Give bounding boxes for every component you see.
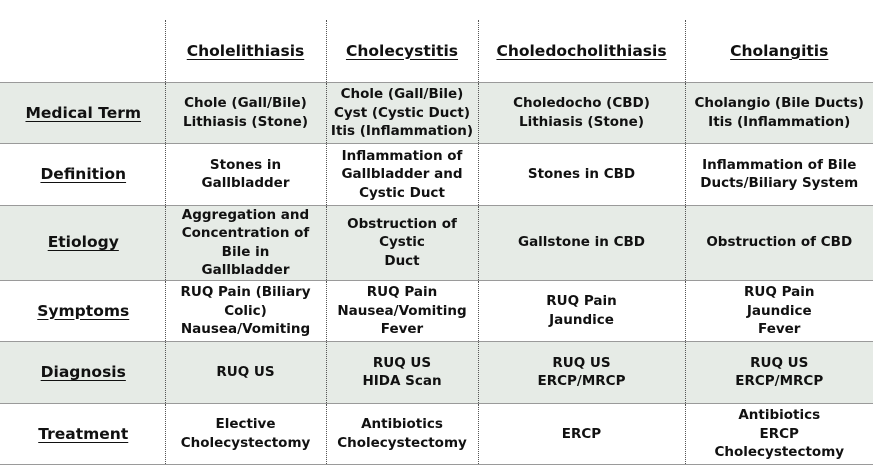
cell-line: RUQ US	[372, 354, 432, 371]
table-cell: Cholangio (Bile Ducts) Itis (Inflammatio…	[685, 82, 873, 144]
table-header: Cholelithiasis Cholecystitis Choledochol…	[0, 20, 873, 83]
cell-line: ERCP/MRCP	[537, 373, 626, 390]
table-cell: Stones in CBD	[478, 143, 686, 205]
table-cell: Obstruction of CBD	[685, 204, 873, 280]
cell-line: Stones in CBD	[527, 166, 636, 182]
cell-line: RUQ US	[552, 354, 611, 371]
table-row-medical-term: Medical Term Chole (Gall/Bile) Lithiasis…	[0, 82, 873, 144]
cell-line: Choledocho (CBD)	[513, 95, 650, 112]
cell-line: Antibiotics	[361, 416, 443, 433]
table-cell: Inflammation of Bile Ducts/Biliary Syste…	[685, 143, 873, 205]
cell-line: Cholecystectomy	[180, 434, 311, 451]
cell-line: Antibiotics	[738, 407, 821, 423]
cell-line: HIDA Scan	[362, 373, 442, 390]
cell-line: Cholecystectomy	[714, 444, 845, 460]
cell-line: Fever	[380, 321, 424, 337]
table-body: Medical Term Chole (Gall/Bile) Lithiasis…	[0, 82, 873, 465]
table-cell: RUQ US ERCP/MRCP	[685, 341, 873, 403]
row-label: Etiology	[0, 204, 166, 280]
table-cell: RUQ Pain Nausea/Vomiting Fever	[326, 279, 479, 342]
cell-line: RUQ Pain	[744, 284, 815, 300]
cell-line: Lithiasis (Stone)	[183, 113, 308, 130]
cell-line: Gallbladder	[201, 262, 290, 278]
cell-line: Itis (Inflammation)	[708, 113, 851, 130]
cell-line: ERCP	[759, 425, 799, 442]
table-cell: Antibiotics Cholecystectomy	[326, 402, 479, 465]
cell-line: Cholecystectomy	[337, 434, 467, 451]
cell-line: Jaundice	[746, 302, 812, 319]
row-label: Treatment	[0, 402, 166, 465]
row-label: Definition	[0, 143, 166, 205]
cell-line: RUQ US	[750, 354, 809, 371]
cell-line: Gallstone in CBD	[517, 234, 646, 251]
cell-line: ERCP	[561, 425, 602, 442]
cell-line: RUQ US	[216, 364, 275, 380]
cell-line: Gallbladder and	[341, 166, 463, 182]
comparison-table: Cholelithiasis Cholecystitis Choledochol…	[0, 20, 873, 465]
table-cell: RUQ US HIDA Scan	[326, 341, 479, 403]
header-cholelithiasis: Cholelithiasis	[165, 20, 327, 83]
cell-line: RUQ Pain	[546, 293, 617, 310]
table-row-treatment: Treatment Elective Cholecystectomy Antib…	[0, 402, 873, 465]
cell-line: Chole (Gall/Bile)	[340, 86, 464, 102]
table-row-definition: Definition Stones in Gallbladder Inflamm…	[0, 143, 873, 205]
cell-line: Nausea/Vomiting	[337, 302, 467, 319]
header-choledocholithiasis: Choledocholithiasis	[478, 20, 686, 83]
cell-line: Inflammation of Bile	[702, 156, 857, 173]
cell-line: Obstruction of Cystic	[347, 215, 457, 251]
table-cell: Obstruction of Cystic Duct	[326, 204, 479, 280]
cell-line: Elective	[215, 416, 276, 433]
row-label: Symptoms	[0, 279, 166, 342]
cell-line: ERCP/MRCP	[735, 373, 824, 390]
table-row-diagnosis: Diagnosis RUQ US RUQ US HIDA Scan RUQ US…	[0, 341, 873, 403]
table-cell: RUQ US ERCP/MRCP	[478, 341, 686, 403]
table-cell: RUQ Pain Jaundice	[478, 279, 686, 342]
table-row-etiology: Etiology Aggregation and Concentration o…	[0, 204, 873, 280]
table-cell: Inflammation of Gallbladder and Cystic D…	[326, 143, 479, 205]
cell-line: RUQ Pain (Biliary Colic)	[180, 284, 311, 319]
cell-line: Lithiasis (Stone)	[519, 113, 644, 130]
cell-line: Concentration of Bile in	[181, 225, 310, 260]
table-cell: RUQ Pain (Biliary Colic) Nausea/Vomiting	[165, 279, 327, 342]
row-label: Medical Term	[0, 82, 166, 144]
table-cell: Stones in Gallbladder	[165, 143, 327, 205]
table-cell: Elective Cholecystectomy	[165, 402, 327, 465]
table-row-symptoms: Symptoms RUQ Pain (Biliary Colic) Nausea…	[0, 279, 873, 342]
table-cell: Gallstone in CBD	[478, 204, 686, 280]
cell-line: Cystic Duct	[359, 184, 445, 201]
row-label: Diagnosis	[0, 341, 166, 403]
cell-line: Cholangio (Bile Ducts)	[694, 95, 864, 112]
cell-line: Duct	[384, 252, 420, 269]
header-row: Cholelithiasis Cholecystitis Choledochol…	[0, 20, 873, 83]
cell-line: Cyst (Cystic Duct)	[333, 104, 471, 121]
cell-line: Obstruction of CBD	[706, 234, 853, 251]
cell-line: Ducts/Biliary System	[700, 175, 859, 192]
table-cell: Choledocho (CBD) Lithiasis (Stone)	[478, 82, 686, 144]
table-cell: RUQ Pain Jaundice Fever	[685, 279, 873, 342]
table-cell: Chole (Gall/Bile) Lithiasis (Stone)	[165, 82, 327, 144]
cell-line: RUQ Pain	[366, 284, 438, 300]
cell-line: Chole (Gall/Bile)	[184, 95, 307, 112]
table-cell: Chole (Gall/Bile) Cyst (Cystic Duct) Iti…	[326, 82, 479, 144]
cell-line: Inflammation of	[341, 147, 463, 164]
header-cholecystitis: Cholecystitis	[326, 20, 479, 83]
header-cholangitis: Cholangitis	[685, 20, 873, 83]
table-cell: Aggregation and Concentration of Bile in…	[165, 204, 327, 280]
cell-line: Jaundice	[549, 311, 614, 328]
header-corner	[0, 20, 166, 83]
cell-line: Aggregation and	[181, 206, 310, 223]
table-cell: RUQ US	[165, 341, 327, 403]
table-cell: Antibiotics ERCP Cholecystectomy	[685, 402, 873, 465]
cell-line: Itis (Inflammation)	[330, 123, 474, 139]
cell-line: Nausea/Vomiting	[180, 321, 311, 337]
cell-line: Fever	[758, 321, 801, 337]
cell-line: Stones in Gallbladder	[201, 156, 290, 192]
table-cell: ERCP	[478, 402, 686, 465]
